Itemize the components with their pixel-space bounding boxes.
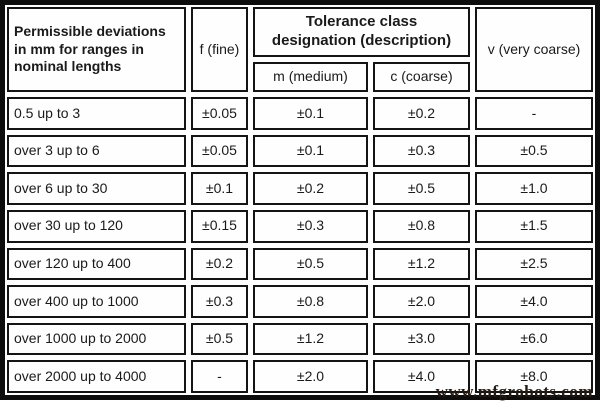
- value-cell-medium: ±0.5: [253, 247, 368, 281]
- range-cell: over 30 up to 120: [7, 209, 186, 243]
- value-cell-coarse: ±0.8: [373, 209, 470, 243]
- range-cell: over 2000 up to 4000: [7, 360, 186, 393]
- header-c-coarse: c (coarse): [373, 62, 470, 92]
- value-cell-very-coarse: ±2.5: [475, 247, 593, 281]
- value-cell-medium: ±1.2: [253, 322, 368, 356]
- tolerance-table-grid: Permissible deviations in mm for ranges …: [7, 7, 593, 393]
- value-cell-coarse: ±4.0: [373, 360, 470, 393]
- value-cell-medium: ±2.0: [253, 360, 368, 393]
- range-cell: over 1000 up to 2000: [7, 322, 186, 356]
- value-cell-very-coarse: ±6.0: [475, 322, 593, 356]
- range-cell: 0.5 up to 3: [7, 97, 186, 130]
- value-cell-coarse: ±2.0: [373, 285, 470, 318]
- value-cell-coarse: ±0.2: [373, 97, 470, 130]
- value-cell-fine: -: [191, 360, 248, 393]
- header-m-medium: m (medium): [253, 62, 368, 92]
- value-cell-very-coarse: -: [475, 97, 593, 130]
- range-cell: over 6 up to 30: [7, 172, 186, 205]
- value-cell-coarse: ±3.0: [373, 322, 470, 356]
- value-cell-fine: ±0.2: [191, 247, 248, 281]
- value-cell-fine: ±0.3: [191, 285, 248, 318]
- value-cell-fine: ±0.05: [191, 97, 248, 130]
- value-cell-fine: ±0.15: [191, 209, 248, 243]
- value-cell-coarse: ±1.2: [373, 247, 470, 281]
- value-cell-very-coarse: ±1.5: [475, 209, 593, 243]
- value-cell-very-coarse: ±0.5: [475, 134, 593, 168]
- value-cell-medium: ±0.3: [253, 209, 368, 243]
- value-cell-medium: ±0.2: [253, 172, 368, 205]
- header-f-fine: f (fine): [191, 7, 248, 92]
- header-permissible-deviations: Permissible deviations in mm for ranges …: [7, 7, 186, 92]
- value-cell-medium: ±0.1: [253, 97, 368, 130]
- range-cell: over 120 up to 400: [7, 247, 186, 281]
- value-cell-medium: ±0.8: [253, 285, 368, 318]
- value-cell-medium: ±0.1: [253, 134, 368, 168]
- value-cell-very-coarse: ±1.0: [475, 172, 593, 205]
- value-cell-fine: ±0.1: [191, 172, 248, 205]
- watermark-url: www.mfgrobots.com: [435, 382, 593, 401]
- range-cell: over 3 up to 6: [7, 134, 186, 168]
- value-cell-coarse: ±0.3: [373, 134, 470, 168]
- value-cell-very-coarse: ±4.0: [475, 285, 593, 318]
- value-cell-fine: ±0.5: [191, 322, 248, 356]
- range-cell: over 400 up to 1000: [7, 285, 186, 318]
- header-tolerance-class-designation: Tolerance class designation (description…: [253, 7, 470, 57]
- value-cell-very-coarse: ±8.0: [475, 360, 593, 393]
- value-cell-coarse: ±0.5: [373, 172, 470, 205]
- value-cell-fine: ±0.05: [191, 134, 248, 168]
- header-v-very-coarse: v (very coarse): [475, 7, 593, 92]
